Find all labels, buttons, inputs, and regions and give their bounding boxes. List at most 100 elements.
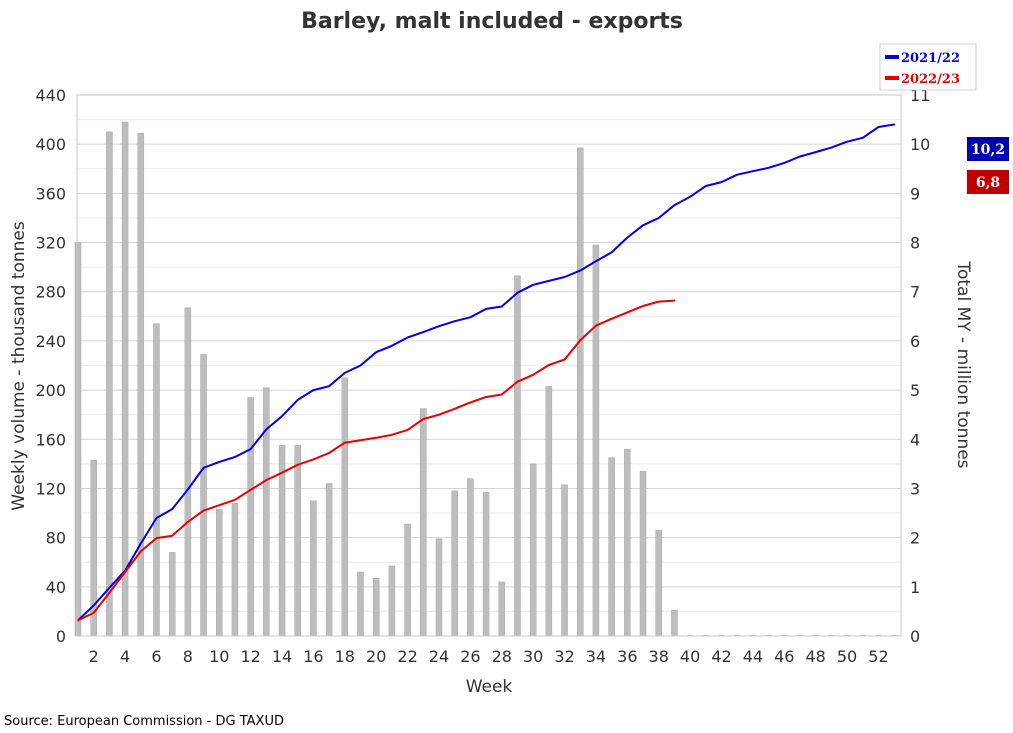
x-tick-label: 46 [774,647,794,666]
bar-week-11 [231,502,239,637]
y-tick-label: 320 [35,234,66,253]
source-note: Source: European Commission - DG TAXUD [4,714,284,729]
x-tick-label: 4 [120,647,130,666]
bar-week-27 [482,491,490,637]
bar-week-13 [263,387,270,637]
legend-swatch-2021-22 [885,55,899,59]
x-tick-label: 22 [397,647,417,666]
x-tick-label: 52 [868,647,888,666]
bar-week-9 [200,354,207,637]
bar-week-22 [404,523,411,637]
bar-week-15 [294,445,301,637]
bar-week-31 [545,386,553,637]
y2-axis-ticks: 0 1 2 3 4 5 6 7 8 9 10 11 [910,86,930,646]
x-tick-label: 36 [617,647,637,666]
legend-swatch-2022-23 [885,76,899,80]
bar-week-29 [514,275,521,637]
x-tick-label: 16 [303,647,323,666]
bar-week-10 [216,509,223,637]
bar-week-12 [247,397,254,637]
x-tick-label: 32 [554,647,574,666]
y-tick-label: 40 [46,578,66,597]
x-tick-label: 28 [492,647,512,666]
x-axis-title: Week [466,677,513,697]
x-tick-label: 20 [366,647,386,666]
y-tick-label: 80 [46,529,66,548]
end-badge-2021-22-label: 10,2 [971,142,1005,158]
bar-week-25 [451,490,458,637]
x-tick-label: 10 [209,647,229,666]
end-badge-2022-23: 6,8 [967,170,1009,194]
bar-week-6 [153,323,160,637]
bar-week-7 [168,552,176,637]
y-axis-title: Weekly volume - thousand tonnes [9,221,29,511]
x-tick-label: 2 [89,647,99,666]
bar-week-17 [325,483,333,637]
y2-tick-label: 3 [910,479,920,498]
bar-week-30 [529,463,537,637]
bar-week-5 [137,132,145,637]
bar-week-19 [357,571,364,637]
x-tick-label: 18 [335,647,355,666]
y2-tick-label: 10 [910,135,930,154]
bar-week-21 [388,565,396,637]
bar-week-23 [420,408,427,637]
bar-week-16 [310,500,317,637]
x-tick-label: 50 [837,647,857,666]
y2-tick-label: 11 [910,86,930,105]
end-badge-2022-23-label: 6,8 [976,175,1000,191]
line-series-2021-22 [77,123,896,622]
y-tick-label: 440 [35,86,66,105]
y2-tick-label: 7 [910,283,920,302]
end-badge-2021-22-box [967,137,1009,161]
y-tick-label: 200 [35,381,66,400]
y-axis-ticks: 0 40 80 120 160 200 240 280 320 360 400 440 [35,86,66,646]
x-tick-label: 42 [711,647,731,666]
line-series-2022-23 [77,299,676,622]
bar-week-39 [671,609,678,637]
y-tick-label: 280 [35,283,66,302]
legend-label-2022-23: 2022/23 [901,72,960,87]
bar-week-18 [341,377,349,637]
y2-tick-label: 2 [910,529,920,548]
bar-week-36 [624,448,631,637]
x-tick-label: 26 [460,647,480,666]
bars [74,121,898,637]
y2-tick-label: 1 [910,578,920,597]
bar-week-8 [184,307,192,637]
x-tick-label: 6 [151,647,161,666]
chart-title: Barley, malt included - exports [301,9,683,34]
bar-week-20 [372,577,380,637]
x-tick-label: 40 [680,647,700,666]
legend: 2021/22 2022/23 [879,43,977,91]
x-tick-label: 34 [586,647,606,666]
x-tick-label: 30 [523,647,543,666]
bar-week-32 [561,484,568,637]
y2-tick-label: 9 [910,184,920,203]
bar-week-28 [498,581,506,637]
x-tick-label: 38 [649,647,669,666]
x-tick-label: 12 [240,647,260,666]
y-tick-label: 0 [56,627,66,646]
y-tick-label: 160 [35,430,66,449]
legend-label-2021-22: 2021/22 [901,51,960,66]
end-badge-2021-22: 10,2 [967,137,1009,161]
plot-area-border [76,94,902,637]
bar-week-3 [106,131,113,637]
y-tick-label: 400 [35,135,66,154]
bar-week-4 [121,121,129,637]
y2-tick-label: 5 [910,381,920,400]
bar-week-33 [576,147,584,637]
lines [77,123,896,622]
x-axis-ticks: 2 4 6 8 10 12 14 16 18 20 22 24 26 28 30 32 34 36 38 40 42 44… [89,647,889,666]
x-tick-label: 8 [183,647,193,666]
y-tick-label: 240 [35,332,66,351]
y2-axis-title: Total MY - million tonnes [953,260,973,468]
legend-box [879,43,977,91]
bar-week-37 [639,470,647,637]
bar-week-38 [655,530,662,637]
x-tick-label: 24 [429,647,449,666]
end-badge-2022-23-box [967,170,1009,194]
y2-tick-label: 8 [910,234,920,253]
